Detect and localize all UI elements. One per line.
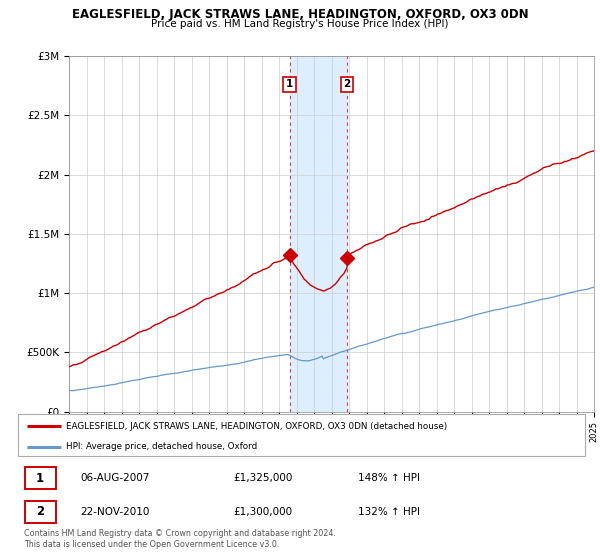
Text: 1: 1 [286, 80, 293, 90]
Text: 2: 2 [36, 505, 44, 519]
Bar [290, 56, 347, 412]
Text: £1,325,000: £1,325,000 [233, 473, 293, 483]
Text: 148% ↑ HPI: 148% ↑ HPI [358, 473, 420, 483]
Text: 22-NOV-2010: 22-NOV-2010 [80, 507, 150, 517]
Text: Contains HM Land Registry data © Crown copyright and database right 2024.
This d: Contains HM Land Registry data © Crown c… [24, 529, 336, 549]
Text: £1,300,000: £1,300,000 [233, 507, 293, 517]
Text: EAGLESFIELD, JACK STRAWS LANE, HEADINGTON, OXFORD, OX3 0DN (detached house): EAGLESFIELD, JACK STRAWS LANE, HEADINGTO… [66, 422, 448, 431]
Text: Price paid vs. HM Land Registry's House Price Index (HPI): Price paid vs. HM Land Registry's House … [151, 19, 449, 29]
Text: HPI: Average price, detached house, Oxford: HPI: Average price, detached house, Oxfo… [66, 442, 257, 451]
Text: 132% ↑ HPI: 132% ↑ HPI [358, 507, 420, 517]
Text: 1: 1 [36, 472, 44, 484]
FancyBboxPatch shape [25, 501, 56, 523]
FancyBboxPatch shape [18, 414, 585, 456]
Text: EAGLESFIELD, JACK STRAWS LANE, HEADINGTON, OXFORD, OX3 0DN: EAGLESFIELD, JACK STRAWS LANE, HEADINGTO… [71, 8, 529, 21]
Text: 2: 2 [344, 80, 351, 90]
FancyBboxPatch shape [25, 467, 56, 489]
Text: 06-AUG-2007: 06-AUG-2007 [80, 473, 150, 483]
